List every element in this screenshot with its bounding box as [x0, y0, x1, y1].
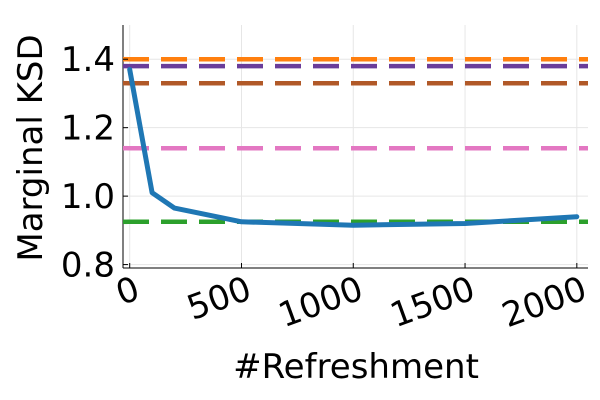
y-tick-label: 1.2: [61, 109, 115, 149]
y-axis-title: Marginal KSD: [11, 34, 51, 261]
y-tick-labels: 0.8 1.0 1.2 1.4: [61, 40, 128, 286]
series-group: [123, 56, 588, 228]
x-tick-labels: 0 500 1000 1500 2000: [111, 263, 592, 336]
ksd-series-line: [127, 67, 580, 228]
x-tick-label: 500: [182, 269, 257, 329]
y-tick-label: 1.0: [61, 177, 115, 217]
x-tick-label: 0: [111, 269, 145, 314]
x-tick-label: 2000: [497, 269, 592, 336]
y-tick-label: 1.4: [61, 40, 115, 80]
y-tick-label: 0.8: [61, 246, 115, 286]
x-tick-label: 1500: [385, 269, 480, 336]
x-axis-title: #Refreshment: [233, 347, 479, 387]
x-tick-label: 1000: [273, 269, 368, 336]
